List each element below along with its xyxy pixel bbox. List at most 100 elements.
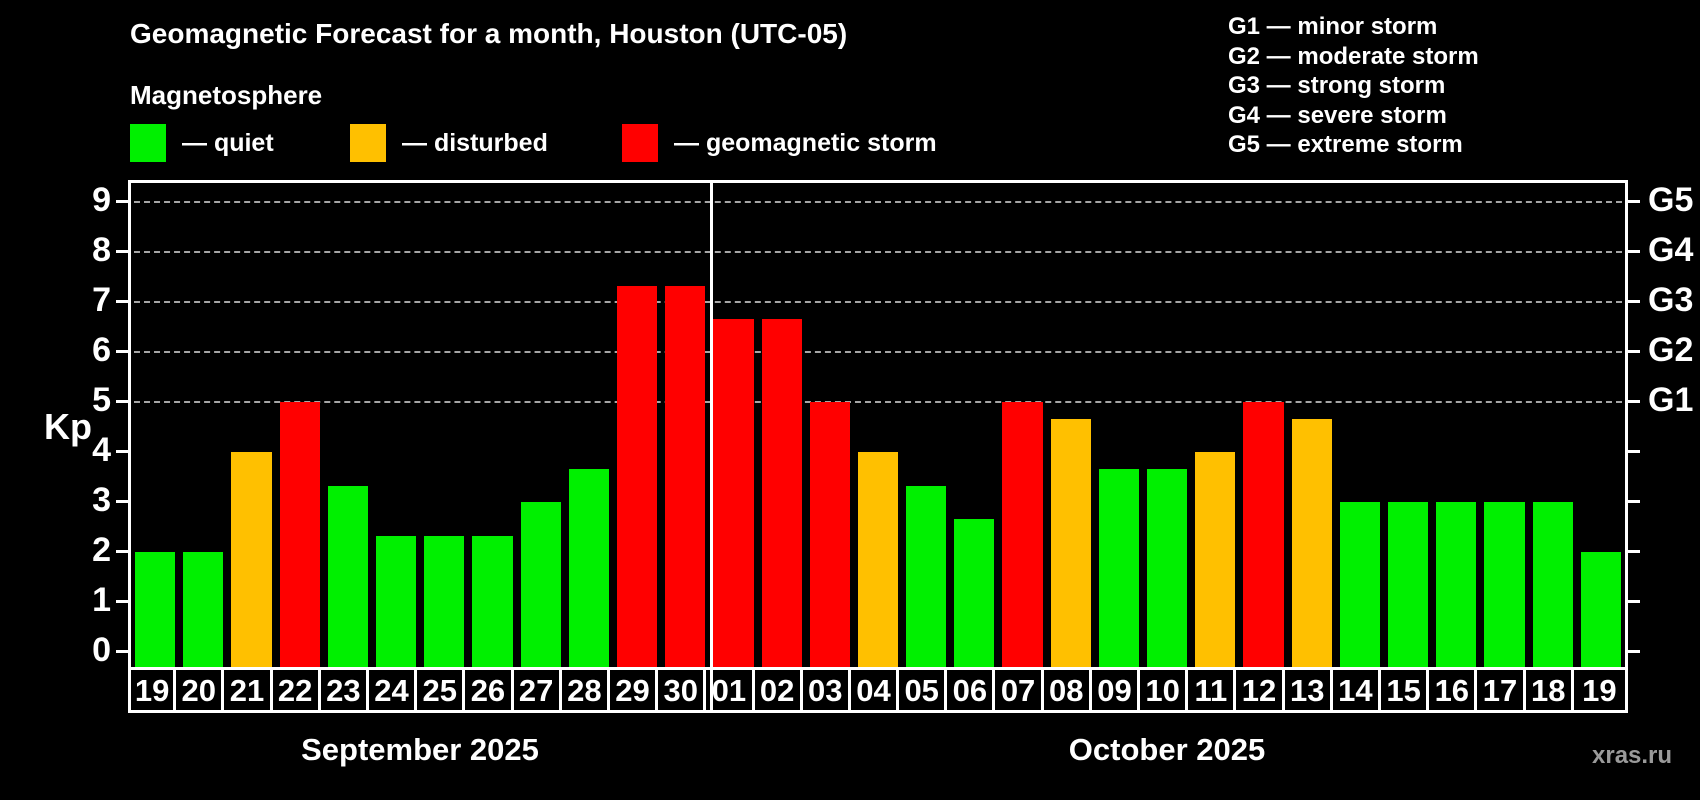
legend-item-quiet: — quiet — [130, 123, 274, 163]
kp-gridline-8 — [134, 251, 1622, 253]
kp-bar-oct-15 — [1388, 502, 1429, 667]
day-cell-oct-02: 02 — [754, 667, 803, 713]
kp-bar-oct-18 — [1532, 502, 1573, 667]
kp-bar-oct-05 — [906, 485, 947, 667]
day-cell-oct-04: 04 — [850, 667, 900, 713]
day-cell-oct-16: 16 — [1429, 667, 1478, 713]
right-axis-tick — [1625, 300, 1640, 303]
y-axis-tick — [116, 550, 131, 553]
page-title: Geomagnetic Forecast for a month, Housto… — [130, 18, 848, 49]
day-cell-oct-10: 10 — [1140, 667, 1189, 713]
day-cell-oct-05: 05 — [899, 667, 948, 713]
y-axis-tick — [116, 450, 131, 453]
kp-bar-sep-26 — [472, 535, 513, 667]
day-cell-sep-20: 20 — [176, 667, 225, 713]
kp-bar-oct-10 — [1147, 468, 1188, 667]
kp-bar-oct-19 — [1580, 552, 1621, 667]
day-cell-sep-27: 27 — [513, 667, 562, 713]
day-cell-oct-09: 09 — [1091, 667, 1141, 713]
kp-bar-oct-16 — [1436, 502, 1477, 667]
kp-bar-oct-01 — [713, 318, 754, 667]
day-cell-sep-23: 23 — [320, 667, 369, 713]
kp-gridline-7 — [134, 301, 1622, 303]
day-cell-oct-12: 12 — [1236, 667, 1285, 713]
day-cell-oct-08: 08 — [1043, 667, 1092, 713]
legend-item-disturbed: — disturbed — [350, 123, 548, 163]
day-cell-oct-15: 15 — [1381, 667, 1430, 713]
kp-bar-oct-13 — [1291, 418, 1332, 667]
month-label-october: October 2025 — [1068, 732, 1266, 767]
kp-bar-oct-12 — [1243, 402, 1284, 667]
right-axis-tick — [1625, 500, 1640, 503]
magnetosphere-label: Magnetosphere — [130, 80, 323, 110]
day-cell-sep-25: 25 — [417, 667, 466, 713]
g-scale-legend: G1 — minor storm G2 — moderate storm G3 … — [1228, 12, 1479, 160]
day-cell-oct-14: 14 — [1332, 667, 1382, 713]
day-cell-oct-19: 19 — [1573, 667, 1628, 713]
day-cell-sep-19: 19 — [128, 667, 177, 713]
day-cell-oct-01: 01 — [706, 667, 755, 713]
legend-label-disturbed: — disturbed — [402, 128, 548, 157]
y-axis-tick — [116, 200, 131, 203]
disturbed-color-swatch — [350, 124, 386, 162]
y-axis-tick-label: 4 — [92, 431, 111, 469]
day-cell-oct-11: 11 — [1188, 667, 1237, 713]
day-cell-oct-07: 07 — [995, 667, 1044, 713]
quiet-color-swatch — [130, 124, 166, 162]
kp-bar-sep-28 — [568, 468, 609, 667]
day-cell-sep-24: 24 — [368, 667, 418, 713]
day-cell-oct-06: 06 — [947, 667, 996, 713]
kp-bar-oct-17 — [1484, 502, 1525, 667]
g-scale-label-g5: G5 — [1648, 181, 1694, 219]
watermark: xras.ru — [1592, 742, 1673, 769]
y-axis-tick-label: 1 — [92, 581, 111, 619]
g2-legend-line: G2 — moderate storm — [1228, 42, 1479, 70]
legend-label-storm: — geomagnetic storm — [674, 128, 937, 157]
storm-color-swatch — [622, 124, 658, 162]
kp-bar-oct-03 — [809, 402, 850, 667]
kp-bar-oct-04 — [857, 452, 899, 667]
day-cell-sep-30: 30 — [658, 667, 707, 713]
day-cell-sep-29: 29 — [609, 667, 659, 713]
kp-bar-sep-20 — [183, 552, 224, 667]
kp-bar-oct-08 — [1050, 418, 1091, 667]
y-axis-tick — [116, 600, 131, 603]
kp-bar-oct-11 — [1195, 452, 1236, 667]
day-cell-sep-21: 21 — [224, 667, 273, 713]
y-axis-tick — [116, 350, 131, 353]
y-axis-tick — [116, 500, 131, 503]
g1-legend-line: G1 — minor storm — [1228, 13, 1438, 40]
day-cell-oct-17: 17 — [1477, 667, 1526, 713]
kp-gridline-5 — [134, 401, 1622, 403]
y-axis-tick-label: 2 — [92, 531, 111, 569]
right-axis-tick — [1625, 250, 1640, 253]
y-axis-tick-label: 9 — [92, 181, 111, 219]
y-axis-tick-label: 8 — [92, 231, 111, 269]
kp-bar-oct-14 — [1339, 502, 1381, 667]
kp-bar-sep-25 — [424, 535, 465, 667]
day-cell-oct-13: 13 — [1284, 667, 1333, 713]
g5-legend-line: G5 — extreme storm — [1228, 131, 1463, 159]
kp-bar-sep-30 — [665, 285, 706, 667]
right-axis-tick — [1625, 450, 1640, 453]
right-axis-tick — [1625, 550, 1640, 553]
legend-item-storm: — geomagnetic storm — [622, 123, 937, 163]
g-scale-label-g2: G2 — [1648, 331, 1694, 369]
kp-gridline-9 — [134, 201, 1622, 203]
g3-legend-line: G3 — strong storm — [1228, 72, 1446, 100]
y-axis-tick-label: 0 — [92, 631, 111, 669]
kp-bar-oct-09 — [1098, 468, 1140, 667]
g-scale-label-g4: G4 — [1648, 231, 1694, 269]
y-axis-tick-label: 5 — [92, 381, 111, 419]
y-axis-tick-label: 6 — [92, 331, 111, 369]
g-scale-label-g3: G3 — [1648, 281, 1694, 319]
kp-bar-sep-19 — [135, 552, 176, 667]
kp-bar-sep-22 — [279, 402, 320, 667]
kp-bar-sep-27 — [520, 502, 561, 667]
kp-bar-oct-02 — [761, 318, 802, 667]
y-axis-tick — [116, 650, 131, 653]
y-axis-tick — [116, 300, 131, 303]
day-cell-sep-22: 22 — [272, 667, 321, 713]
day-cell-sep-26: 26 — [465, 667, 514, 713]
